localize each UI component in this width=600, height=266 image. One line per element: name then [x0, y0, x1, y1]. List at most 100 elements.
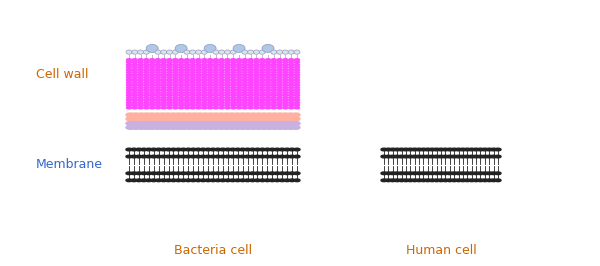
Circle shape [179, 94, 184, 96]
Circle shape [202, 69, 207, 71]
Circle shape [132, 99, 137, 101]
Circle shape [184, 69, 190, 71]
Circle shape [144, 89, 149, 91]
Circle shape [286, 113, 295, 117]
Circle shape [295, 107, 299, 109]
Circle shape [202, 99, 207, 101]
Circle shape [142, 117, 151, 121]
Circle shape [167, 66, 172, 69]
Circle shape [155, 74, 160, 76]
Circle shape [215, 179, 221, 182]
Circle shape [254, 113, 263, 117]
Circle shape [131, 117, 140, 121]
Circle shape [184, 74, 190, 76]
Circle shape [173, 79, 178, 81]
Circle shape [275, 122, 284, 125]
Circle shape [214, 99, 218, 101]
Circle shape [202, 79, 207, 81]
Circle shape [155, 59, 160, 61]
Circle shape [208, 74, 212, 76]
Circle shape [151, 155, 157, 158]
Circle shape [260, 61, 265, 64]
Circle shape [403, 179, 409, 182]
Circle shape [295, 94, 299, 96]
Circle shape [138, 107, 143, 109]
Circle shape [202, 74, 207, 76]
Ellipse shape [190, 50, 196, 54]
Circle shape [149, 104, 155, 106]
Circle shape [289, 84, 294, 86]
Circle shape [289, 74, 294, 76]
Circle shape [455, 179, 461, 182]
Circle shape [195, 155, 201, 158]
Circle shape [236, 69, 242, 71]
Circle shape [260, 104, 265, 106]
Ellipse shape [196, 50, 202, 54]
Circle shape [283, 61, 288, 64]
Circle shape [190, 84, 195, 86]
Circle shape [295, 97, 299, 99]
Circle shape [269, 172, 275, 175]
Circle shape [407, 179, 413, 182]
Circle shape [429, 172, 435, 175]
Circle shape [179, 122, 188, 125]
Circle shape [225, 172, 231, 175]
Circle shape [478, 155, 484, 158]
Circle shape [254, 84, 259, 86]
Circle shape [179, 69, 184, 71]
Circle shape [167, 86, 172, 89]
Circle shape [230, 155, 236, 158]
Circle shape [491, 179, 497, 182]
Circle shape [438, 155, 444, 158]
Circle shape [442, 155, 448, 158]
Circle shape [270, 113, 278, 117]
Circle shape [137, 117, 145, 121]
Circle shape [208, 79, 212, 81]
Ellipse shape [167, 50, 173, 54]
Circle shape [460, 155, 466, 158]
Ellipse shape [259, 50, 265, 54]
Circle shape [260, 79, 265, 81]
Circle shape [185, 172, 191, 175]
Circle shape [254, 122, 263, 125]
Circle shape [236, 61, 242, 64]
Circle shape [127, 66, 131, 69]
Circle shape [425, 155, 431, 158]
Circle shape [266, 74, 271, 76]
Circle shape [173, 92, 178, 94]
Circle shape [214, 81, 218, 84]
Circle shape [211, 117, 220, 121]
Ellipse shape [288, 50, 294, 54]
Circle shape [225, 104, 230, 106]
Circle shape [219, 86, 224, 89]
Circle shape [161, 64, 166, 66]
Circle shape [148, 117, 156, 121]
Circle shape [295, 76, 299, 79]
Circle shape [239, 172, 245, 175]
Circle shape [144, 107, 149, 109]
Circle shape [149, 92, 155, 94]
Circle shape [179, 61, 184, 64]
Circle shape [126, 172, 132, 175]
Circle shape [289, 71, 294, 74]
Ellipse shape [126, 50, 132, 54]
Circle shape [482, 172, 488, 175]
Circle shape [137, 126, 145, 129]
Circle shape [283, 84, 288, 86]
Circle shape [265, 155, 271, 158]
Circle shape [196, 104, 201, 106]
Circle shape [155, 76, 160, 79]
Circle shape [398, 172, 404, 175]
Circle shape [167, 102, 172, 104]
Circle shape [201, 117, 209, 121]
Circle shape [132, 66, 137, 69]
Circle shape [270, 122, 278, 125]
Circle shape [214, 71, 218, 74]
Circle shape [196, 71, 201, 74]
Circle shape [230, 179, 236, 182]
Ellipse shape [271, 50, 277, 54]
Circle shape [184, 104, 190, 106]
Circle shape [254, 97, 259, 99]
Ellipse shape [224, 50, 230, 54]
Circle shape [260, 76, 265, 79]
